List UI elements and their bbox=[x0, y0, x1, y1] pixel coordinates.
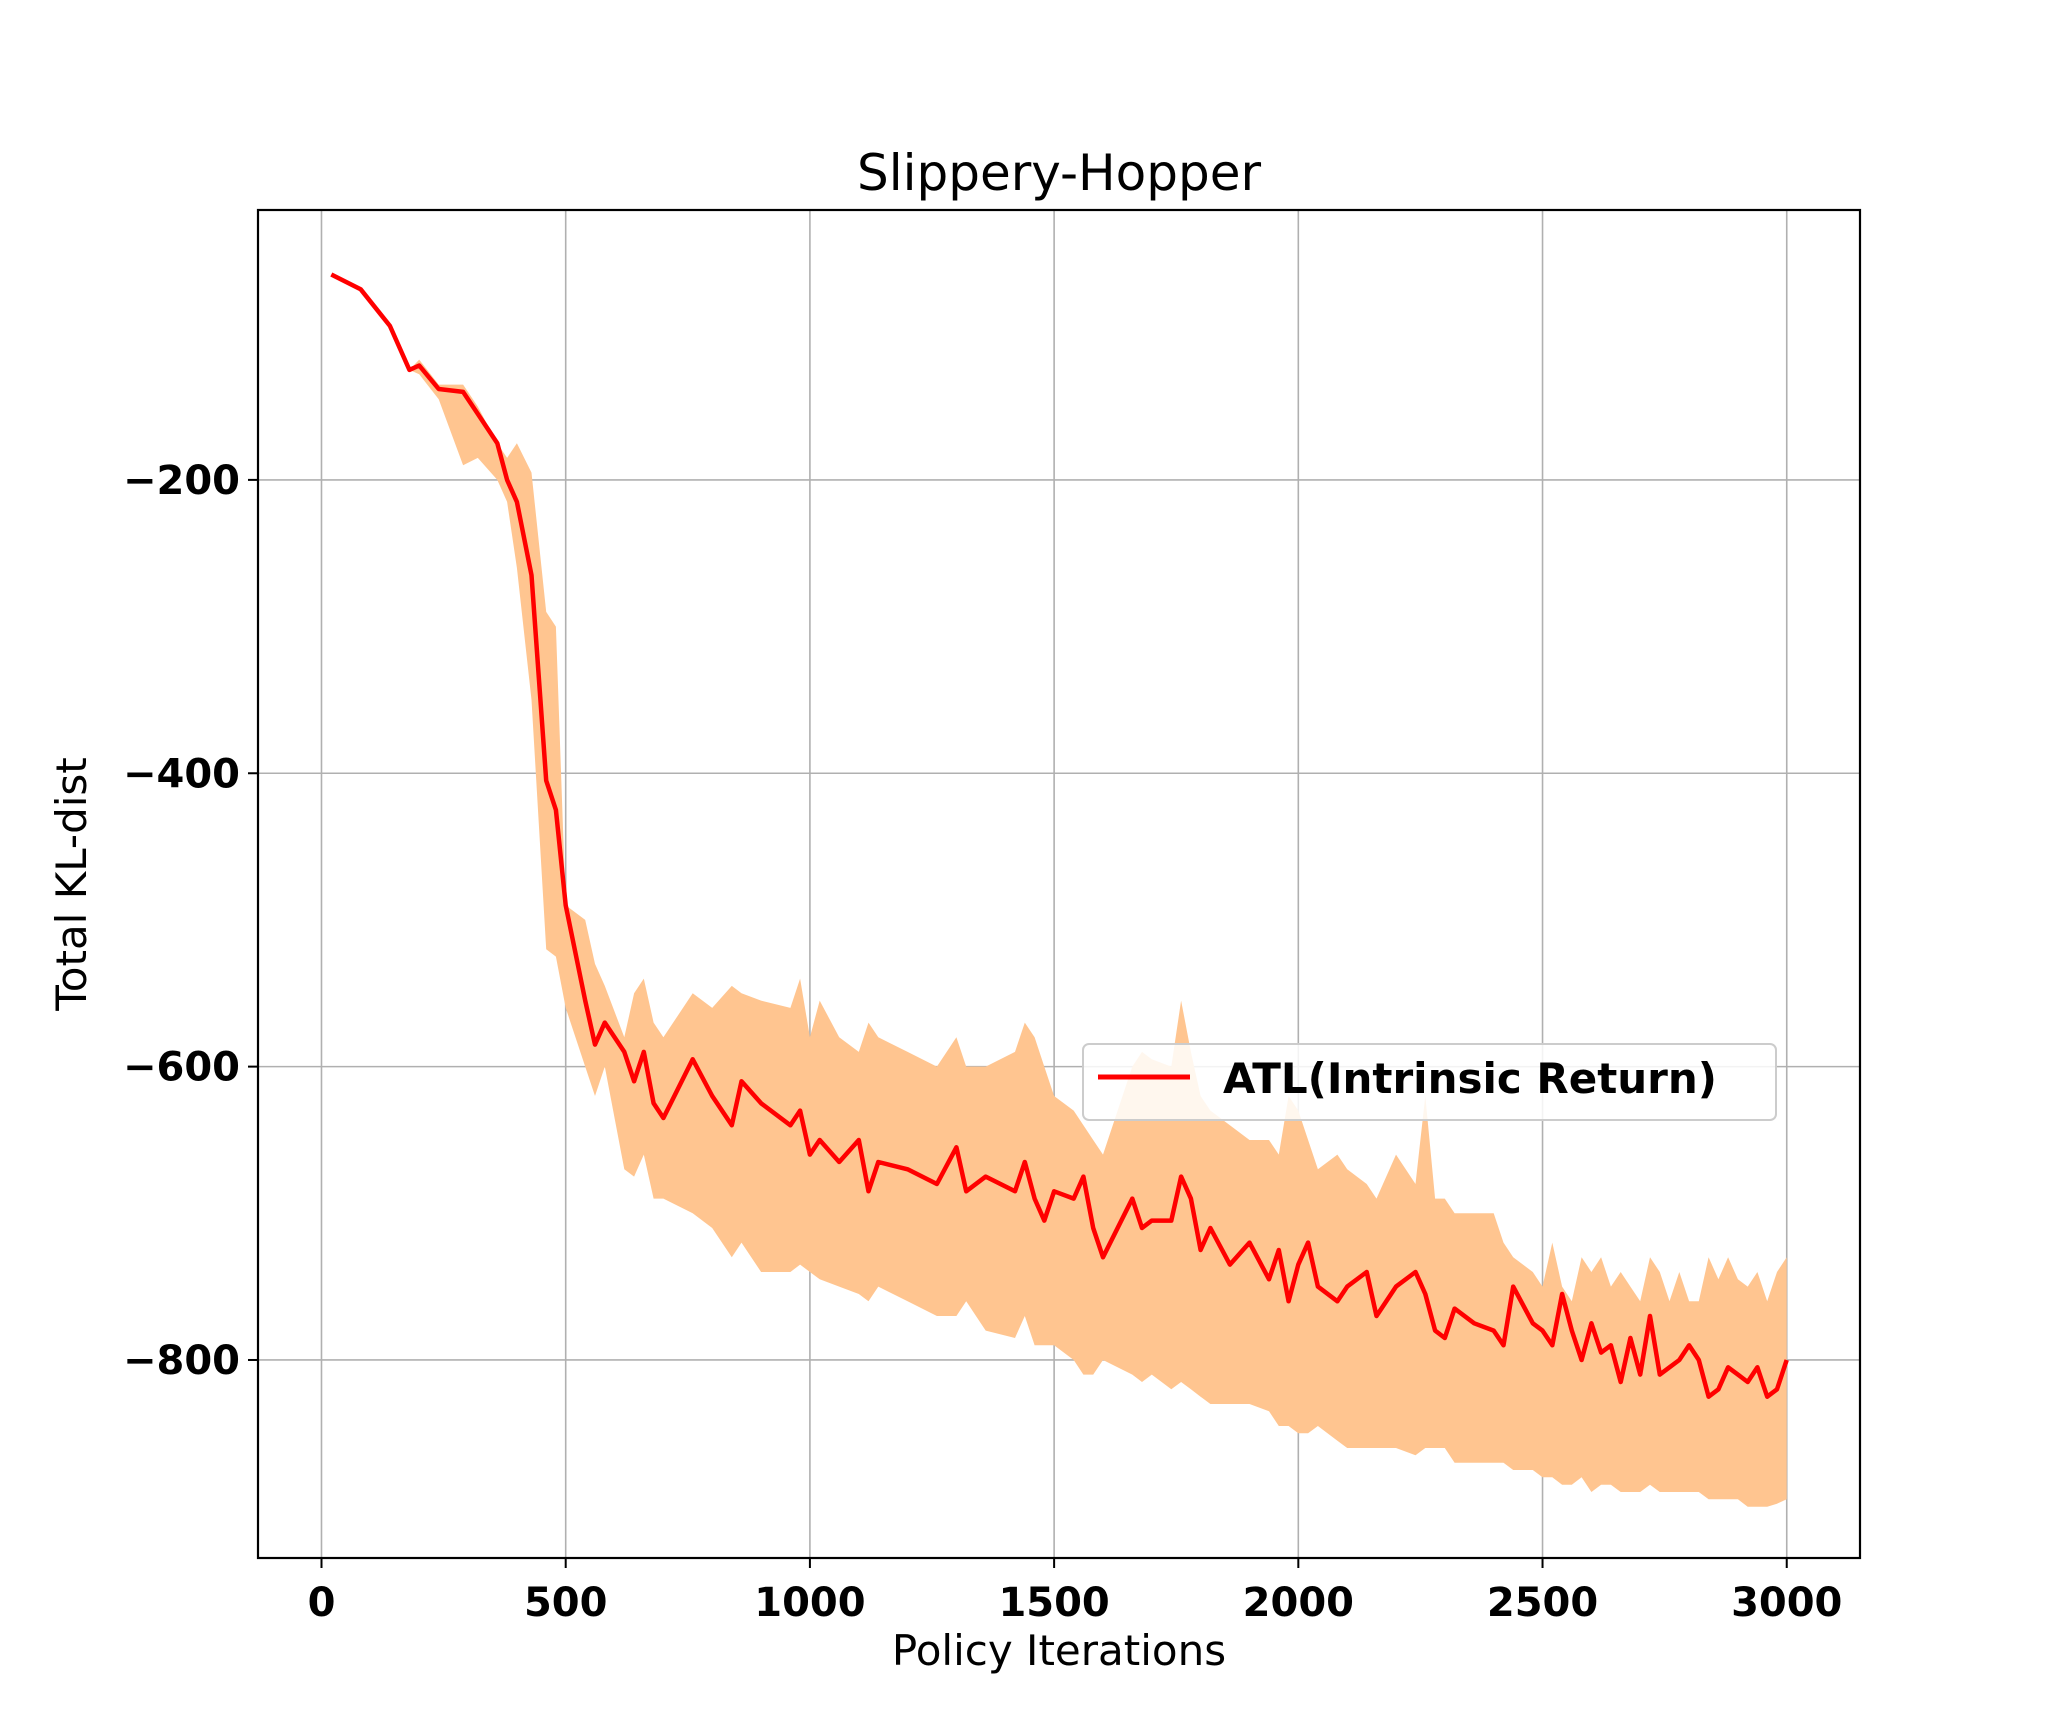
y-axis-label: Total KL-dist bbox=[47, 757, 96, 1011]
y-axis-ticks: −200 −400 −600 −800 bbox=[123, 458, 258, 1384]
chart-title: Slippery-Hopper bbox=[857, 144, 1261, 202]
x-tick-label: 500 bbox=[524, 1580, 608, 1626]
y-tick-label: −200 bbox=[123, 458, 240, 504]
legend: ATL(Intrinsic Return) bbox=[1082, 1043, 1777, 1121]
x-tick-label: 2000 bbox=[1243, 1580, 1354, 1626]
x-tick-label: 0 bbox=[308, 1580, 336, 1626]
y-tick-label: −600 bbox=[123, 1045, 240, 1091]
x-axis-ticks: 0 500 1000 1500 2000 2500 3000 bbox=[308, 1558, 1842, 1626]
y-tick-label: −400 bbox=[123, 751, 240, 797]
plot-frame bbox=[256, 208, 1862, 1560]
confidence-band bbox=[331, 274, 1787, 1507]
x-axis-label: Policy Iterations bbox=[892, 1626, 1226, 1675]
x-tick-label: 1500 bbox=[998, 1580, 1109, 1626]
series-line bbox=[330, 272, 1789, 1399]
legend-box bbox=[1082, 1043, 1777, 1121]
legend-label: ATL(Intrinsic Return) bbox=[1223, 1054, 1717, 1103]
x-tick-label: 1000 bbox=[754, 1580, 865, 1626]
x-tick-label: 2500 bbox=[1487, 1580, 1598, 1626]
x-tick-label: 3000 bbox=[1731, 1580, 1842, 1626]
y-tick-label: −800 bbox=[123, 1338, 240, 1384]
